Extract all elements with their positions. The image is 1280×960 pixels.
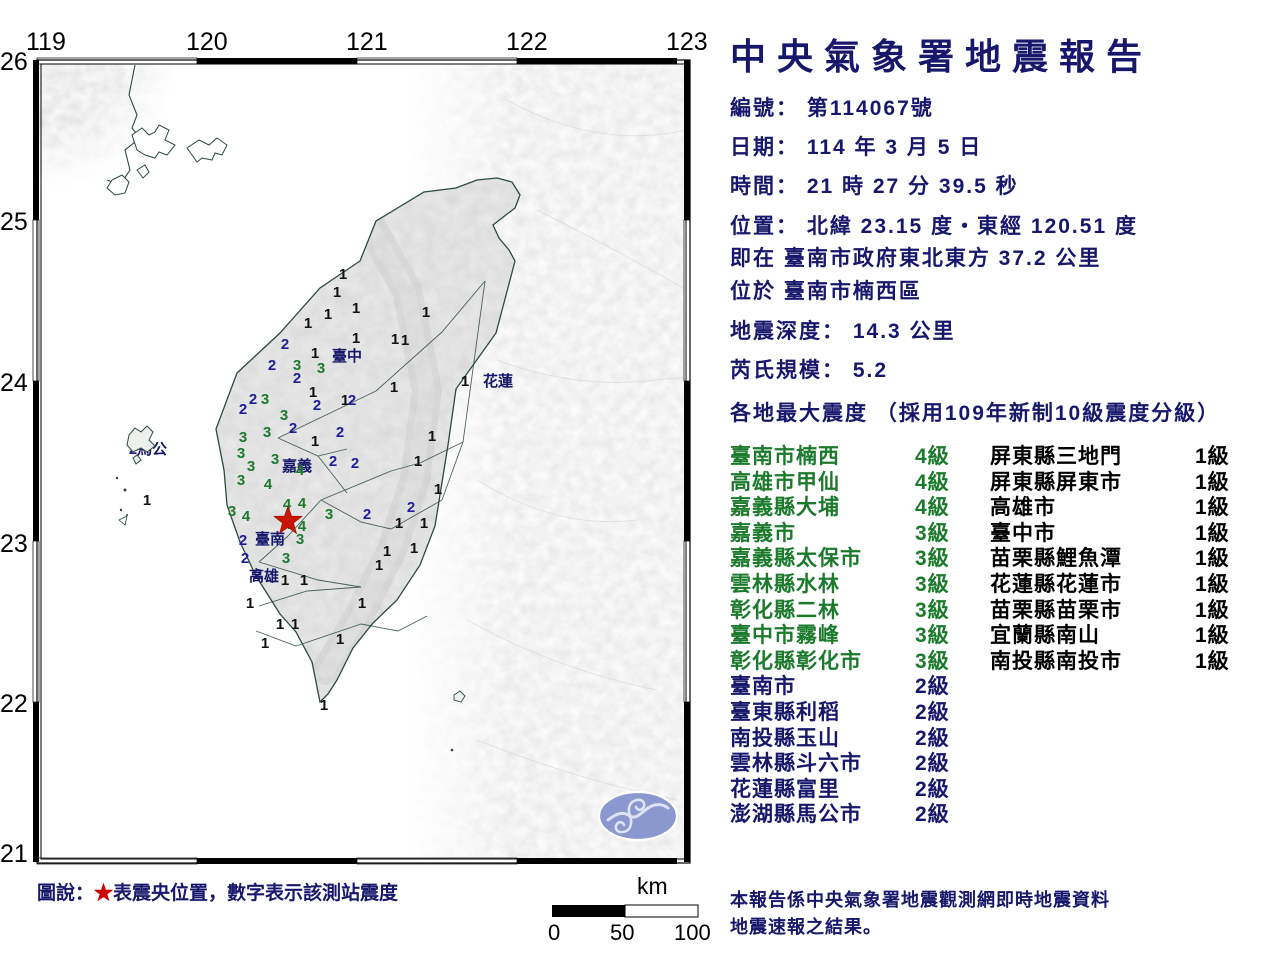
svg-text:4: 4	[296, 462, 305, 479]
svg-text:2: 2	[336, 424, 344, 441]
svg-text:1: 1	[375, 557, 383, 574]
svg-text:2: 2	[293, 370, 301, 387]
svg-text:2: 2	[363, 506, 371, 523]
svg-text:1: 1	[422, 304, 430, 321]
svg-text:1: 1	[300, 572, 308, 589]
svg-text:1: 1	[339, 266, 347, 283]
svg-text:4: 4	[264, 476, 273, 493]
svg-text:1: 1	[291, 616, 299, 633]
svg-text:1: 1	[281, 572, 289, 589]
svg-text:1: 1	[395, 515, 403, 532]
svg-text:2: 2	[249, 391, 257, 408]
svg-text:3: 3	[317, 360, 325, 377]
svg-text:3: 3	[261, 391, 269, 408]
svg-text:臺中: 臺中	[332, 347, 362, 365]
svg-text:1: 1	[246, 595, 254, 612]
svg-text:2: 2	[351, 455, 359, 472]
svg-text:高雄: 高雄	[249, 567, 279, 585]
svg-text:1: 1	[143, 492, 151, 509]
svg-text:3: 3	[325, 506, 333, 523]
svg-text:1: 1	[336, 631, 344, 648]
svg-text:1: 1	[401, 332, 409, 349]
svg-text:3: 3	[247, 458, 255, 475]
svg-text:1: 1	[420, 515, 428, 532]
svg-text:1: 1	[383, 543, 391, 560]
svg-text:1: 1	[390, 379, 398, 396]
svg-text:2: 2	[268, 357, 276, 374]
svg-text:50: 50	[610, 920, 634, 945]
svg-text:3: 3	[263, 424, 271, 441]
svg-text:1: 1	[333, 284, 341, 301]
svg-text:1: 1	[304, 315, 312, 332]
svg-text:2: 2	[281, 336, 289, 353]
svg-text:3: 3	[282, 550, 290, 567]
svg-text:1: 1	[434, 481, 442, 498]
svg-text:3: 3	[280, 407, 288, 424]
svg-text:2: 2	[407, 499, 415, 516]
svg-text:0: 0	[548, 920, 560, 945]
svg-text:2: 2	[239, 532, 247, 549]
svg-text:3: 3	[239, 429, 247, 446]
svg-text:1: 1	[311, 433, 319, 450]
svg-text:3: 3	[296, 531, 304, 548]
svg-text:3: 3	[237, 472, 245, 489]
svg-text:1: 1	[352, 300, 360, 317]
svg-text:2: 2	[348, 392, 356, 409]
svg-text:1: 1	[391, 331, 399, 348]
svg-text:1: 1	[358, 595, 366, 612]
svg-text:1: 1	[410, 540, 418, 557]
svg-text:1: 1	[352, 330, 360, 347]
svg-text:2: 2	[329, 453, 337, 470]
svg-text:2: 2	[313, 397, 321, 414]
svg-text:花蓮: 花蓮	[483, 372, 513, 390]
svg-text:4: 4	[242, 508, 251, 525]
svg-text:1: 1	[414, 453, 422, 470]
svg-text:3: 3	[237, 445, 245, 462]
svg-text:1: 1	[428, 428, 436, 445]
svg-text:3: 3	[228, 503, 236, 520]
svg-text:1: 1	[320, 697, 328, 714]
svg-text:1: 1	[276, 616, 284, 633]
svg-text:1: 1	[461, 373, 469, 390]
svg-text:3: 3	[271, 451, 279, 468]
svg-text:1: 1	[261, 635, 269, 652]
svg-text:2: 2	[241, 550, 249, 567]
svg-text:2: 2	[289, 420, 297, 437]
svg-text:4: 4	[298, 495, 307, 512]
svg-text:1: 1	[324, 306, 332, 323]
svg-text:2: 2	[239, 401, 247, 418]
